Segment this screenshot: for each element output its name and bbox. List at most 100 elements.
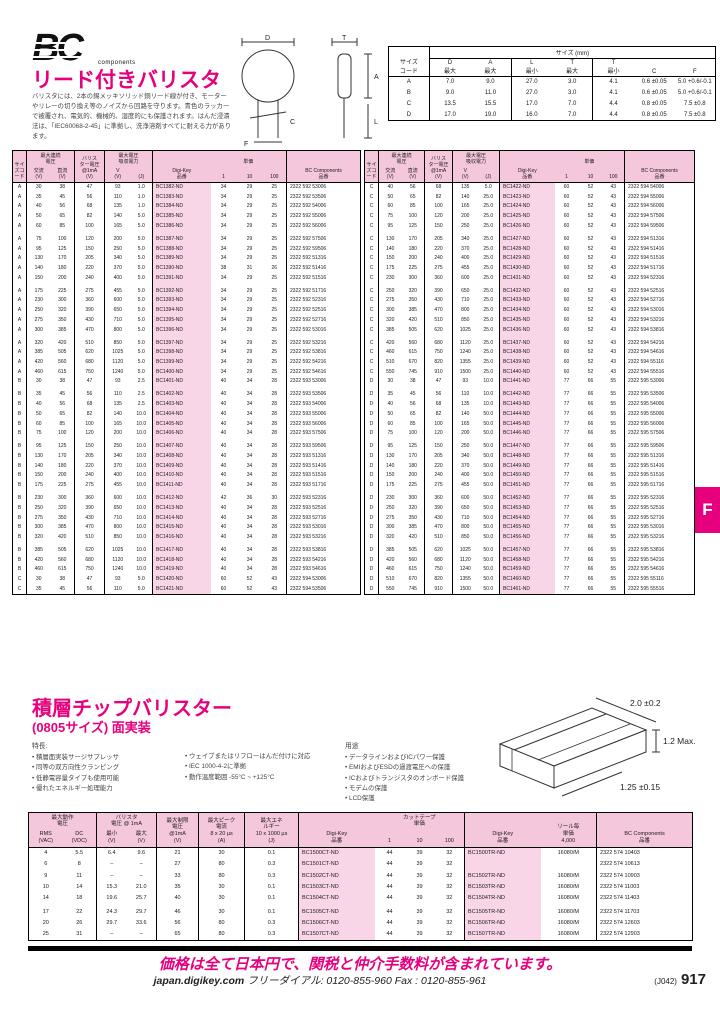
cell: D — [364, 438, 379, 452]
cell: 40 — [220, 556, 227, 563]
cell: 27 — [156, 858, 200, 870]
cell: 2322 595 55006 — [628, 410, 665, 417]
cell: 34 — [246, 482, 253, 489]
cell: 165 — [113, 222, 122, 229]
cell: 2322 595 51516 — [628, 472, 665, 479]
cell: 5.0 — [130, 221, 154, 232]
cell: 135 — [461, 184, 470, 191]
cell: 50 — [35, 213, 42, 220]
cell: 34 — [246, 524, 253, 531]
col-v: V (V) — [104, 166, 131, 183]
cell: BC1459-ND — [499, 565, 555, 575]
cell: 25 — [262, 367, 288, 378]
cell: B — [12, 503, 27, 514]
cell: 30 — [198, 847, 246, 859]
col-cut-tape-price: カットテープ 単価 — [374, 812, 466, 830]
table-row: D 75 100 120 200 50.0 BC1446-ND 77 66 55 2322 595 … — [364, 429, 695, 439]
cell: 2322 593 52316 — [290, 495, 327, 502]
table-row: B 30 38 47 93 2.5 BC1401-ND 40 34 28 2322 593 5300… — [12, 377, 361, 387]
cell: 32 — [434, 881, 466, 893]
col-max-cont-voltage: 最大連続 電圧 — [378, 150, 426, 167]
col-reel-price: リール毎 単価 4,000 — [540, 812, 598, 847]
cell: 55 — [602, 429, 626, 439]
cell: C — [388, 98, 430, 110]
table-row: C 385 505 620 1025 25.0 BC1436-ND 60 52 43 2322 59… — [364, 325, 695, 336]
cell: BC1414-ND — [152, 513, 211, 524]
cell: A — [12, 335, 27, 349]
cell: 55 — [602, 480, 626, 491]
col-rms: RMS (VAC) — [28, 829, 63, 847]
cell: 34 — [220, 274, 227, 281]
cell: 385 — [50, 325, 76, 336]
cell: 455 — [461, 482, 470, 489]
digikey-url[interactable]: japan.digikey.com — [153, 975, 245, 987]
cell: B — [12, 490, 27, 504]
cell: 60 — [563, 245, 570, 252]
cell: 25 — [262, 254, 288, 264]
cell: 510 — [74, 335, 106, 349]
cell: 220 — [424, 461, 454, 472]
cell: 0.3 — [244, 917, 300, 929]
cell: 10.0 — [477, 400, 501, 410]
cell: A — [12, 254, 27, 264]
cell: 68 — [74, 202, 106, 213]
chip-varistor-table: 最大動作 電圧 バリスタ 電圧 @ 1mA 最大制限 電圧 @1mA (V) 最… — [28, 812, 694, 941]
cell: 10.0 — [130, 532, 154, 543]
cell: 250 — [34, 307, 43, 314]
cell: 47 — [74, 377, 106, 387]
section-tab-f[interactable]: F — [695, 487, 720, 533]
table-row: A 250 320 390 650 5.0 BC1394-ND 34 29 25 2322 592 … — [12, 306, 361, 316]
cell: 43 — [602, 212, 626, 222]
col-max-voltage-energy: 最大電圧 吸収電力 — [104, 150, 154, 167]
cell: 25 — [262, 348, 288, 358]
cell: 300 — [386, 524, 395, 531]
cell: 29 — [246, 307, 253, 314]
cell: 1.0 — [130, 192, 154, 203]
cell: 60 — [220, 576, 227, 583]
col-unit-price: 単価 — [210, 150, 288, 167]
cell: 35 — [156, 881, 200, 893]
table-row: A 460 615 750 1240 5.0 BC1400-ND 34 29 25 2322 592… — [12, 367, 361, 378]
cell: B — [12, 419, 27, 430]
table-row: D 130 170 205 340 50.0 BC1448-ND 77 66 55 2322 595… — [364, 451, 695, 462]
cell: BC1401-ND — [152, 377, 211, 387]
cell: 430 — [74, 315, 106, 326]
cell: 2322 595 56006 — [628, 420, 665, 427]
cell: 2322 594 55116 — [628, 359, 664, 365]
table-row: D 320 420 510 850 50.0 BC1456-ND 77 66 55 2322 595… — [364, 532, 695, 543]
cell: 31 — [246, 265, 253, 271]
cell: 66 — [587, 410, 594, 417]
cell: 52 — [587, 222, 594, 229]
cell: 600 — [113, 495, 122, 502]
cell: 125 — [401, 438, 426, 452]
cell: 30 — [262, 490, 288, 504]
table-row: D 150 200 240 400 50.0 BC1450-ND 77 66 55 2322 595… — [364, 471, 695, 481]
cell: 650 — [113, 307, 122, 314]
cell: 77 — [563, 514, 570, 521]
cell: 25.0 — [477, 325, 501, 336]
table-row: A 75 100 120 200 5.0 BC1387-ND 34 29 25 2322 592 5… — [12, 231, 361, 245]
cell: 60 — [563, 349, 570, 356]
cell: 2.5 — [130, 400, 154, 410]
cell: 1025 — [112, 547, 124, 553]
cell: 2322 594 51316 — [628, 235, 665, 242]
cell: 0.6 ±0.05 — [641, 90, 667, 97]
cell: 25 — [262, 202, 288, 213]
cell: BC1448-ND — [499, 451, 555, 462]
cell: 420 — [50, 335, 76, 349]
cell: 240 — [424, 254, 454, 264]
cell: 110 — [113, 391, 122, 398]
cell: 43 — [602, 263, 626, 274]
cell: 60 — [563, 203, 570, 210]
cell: 240 — [74, 273, 106, 284]
cell: 60 — [563, 265, 570, 271]
cell: 300 — [401, 273, 426, 284]
cell: 10.0 — [130, 461, 154, 472]
cell: A — [12, 244, 27, 255]
table-row: A 385 505 620 1025 5.0 BC1398-ND 34 29 25 2322 592… — [12, 348, 361, 358]
cell: BC1412-ND — [152, 490, 211, 504]
cell: 650 — [461, 504, 470, 511]
cell: D — [364, 471, 379, 481]
cell: BC1402-ND — [152, 386, 211, 401]
applications-column: 用途 データラインおよびICパワー保護EMIおよびESDの過渡電圧への保護ICお… — [345, 740, 495, 804]
